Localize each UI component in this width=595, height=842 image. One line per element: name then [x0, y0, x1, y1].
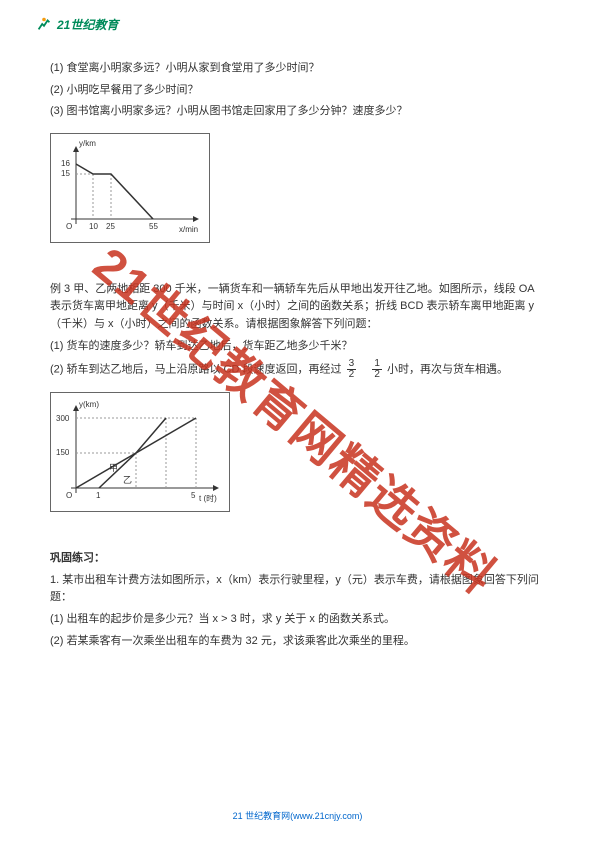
chart2-ylabel: y(km) [79, 400, 99, 409]
chart2-origin: O [66, 491, 72, 500]
logo-runner-icon [35, 15, 53, 33]
svg-text:5: 5 [191, 491, 196, 500]
problem2-q1: (1) 货车的速度多少？轿车到达乙地后，货车距乙地多少千米？ [50, 338, 545, 356]
footer-text: 21 世纪教育网(www.21cnjy.com) [0, 809, 595, 822]
problem1-q3: (3) 图书馆离小明家多远？小明从图书馆走回家用了多少分钟？速度多少？ [50, 103, 545, 121]
svg-text:16: 16 [61, 159, 70, 168]
practice-q1a: (1) 出租车的起步价是多少元？当 x > 3 时，求 y 关于 x 的函数关系… [50, 611, 545, 629]
chart1-ylabel: y/km [79, 139, 96, 148]
svg-text:25: 25 [106, 222, 115, 231]
arrow-right-icon [193, 216, 199, 222]
chart1-line [76, 164, 153, 219]
problem2-intro: 例 3 甲、乙两地相距 300 千米，一辆货车和一辆轿车先后从甲地出发开往乙地。… [50, 281, 545, 334]
fraction-1-2: 12 [372, 359, 382, 380]
practice-q1: 1. 某市出租车计费方法如图所示，x（km）表示行驶里程，y（元）表示车费，请根… [50, 572, 545, 607]
svg-text:10: 10 [89, 222, 98, 231]
chart1-xlabel: x/min [179, 225, 198, 234]
chart-2: y(km) O 300 150 1 5 t (时) 甲 乙 [50, 392, 230, 512]
chart2-label-jia: 甲 [109, 463, 118, 473]
brand-logo: 21世纪教育 [35, 15, 118, 33]
svg-text:1: 1 [96, 491, 101, 500]
chart2-xlabel: t (时) [199, 493, 217, 503]
document-content: (1) 食堂离小明家多远？小明从家到食堂用了多少时间？ (2) 小明吃早餐用了多… [50, 60, 545, 654]
svg-text:300: 300 [56, 414, 70, 423]
fraction-3-2: 32 [347, 359, 357, 380]
svg-text:55: 55 [149, 222, 158, 231]
logo-text: 21世纪教育 [57, 16, 118, 33]
practice-title: 巩固练习： [50, 550, 545, 568]
svg-text:150: 150 [56, 448, 70, 457]
problem1-q2: (2) 小明吃早餐用了多少时间？ [50, 82, 545, 100]
chart2-label-yi: 乙 [123, 475, 132, 485]
chart1-origin: O [66, 222, 72, 231]
practice-q1b: (2) 若某乘客有一次乘坐出租车的车费为 32 元，求该乘客此次乘坐的里程。 [50, 633, 545, 651]
chart-1: y/km O 16 15 10 25 55 x/min [50, 133, 210, 243]
svg-text:15: 15 [61, 169, 70, 178]
problem2-q2: (2) 轿车到达乙地后，马上沿原路以 CD 段速度返回，再经过 32 12 小时… [50, 359, 545, 380]
problem1-q1: (1) 食堂离小明家多远？小明从家到食堂用了多少时间？ [50, 60, 545, 78]
